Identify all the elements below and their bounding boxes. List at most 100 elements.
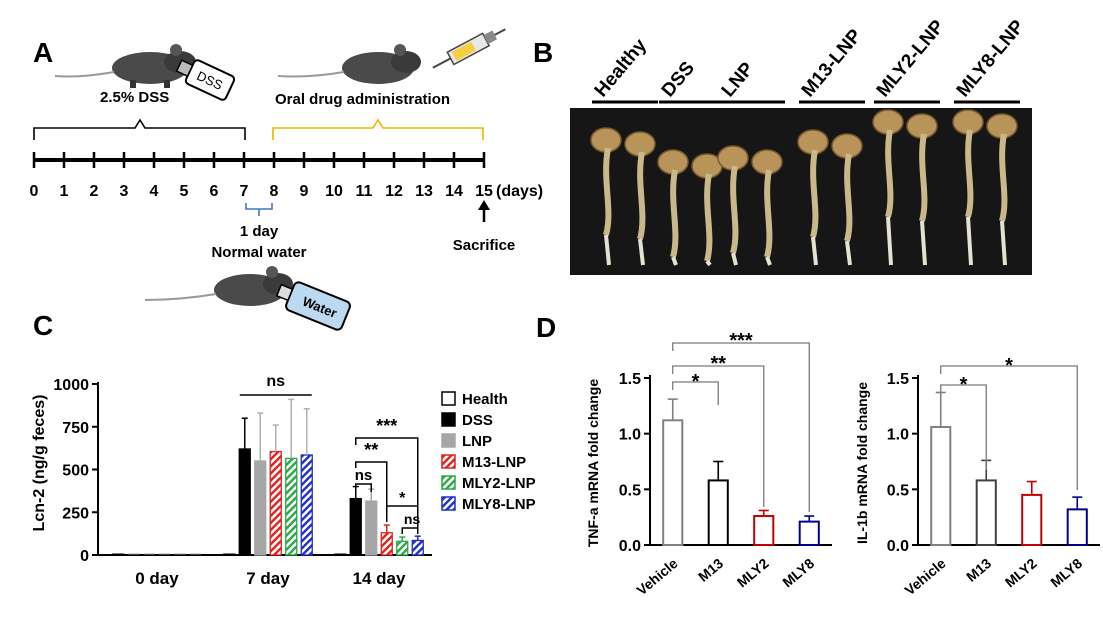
- significance-label: ns: [355, 467, 373, 484]
- significance-label: ***: [376, 416, 397, 436]
- significance-bracket: [355, 461, 388, 522]
- panel-c-letter: C: [33, 310, 53, 341]
- significance-bracket: [386, 505, 419, 512]
- significance-label: ns: [404, 511, 421, 527]
- significance-bracket: [672, 365, 765, 507]
- bar: [300, 454, 313, 556]
- y-tick-label: 1.0: [887, 427, 909, 444]
- x-tick-label: M13: [963, 555, 994, 585]
- significance-label: *: [960, 374, 968, 396]
- bar: [238, 448, 251, 556]
- timeline-day-label: 11: [356, 183, 373, 200]
- legend-label: LNP: [462, 433, 492, 450]
- timeline-day-label: 3: [120, 183, 129, 200]
- water-bottle-icon: Water: [275, 281, 351, 331]
- bar: [798, 520, 820, 546]
- bar: [753, 515, 775, 547]
- x-tick-label: MLY8: [1047, 555, 1085, 591]
- bar: [334, 553, 347, 556]
- significance-label: *: [399, 490, 406, 507]
- colon-tissue: [624, 131, 656, 266]
- drug-label: Oral drug administration: [275, 91, 450, 108]
- y-tick-label: 500: [62, 463, 89, 480]
- panel-b: B Healthy DSS LNP M13-LNP MLY2-LNP MLY8-LNP: [533, 16, 1032, 275]
- timeline-day-label: 7: [240, 183, 249, 200]
- bar: [380, 532, 393, 556]
- y-tick-label: 750: [62, 420, 89, 437]
- significance-bracket: [401, 527, 419, 534]
- bar: [254, 460, 267, 556]
- y-tick-label: 0.5: [887, 482, 909, 499]
- significance-label: **: [364, 440, 378, 460]
- days-unit: (days): [496, 183, 543, 200]
- bar: [662, 419, 684, 547]
- x-tick-label: Vehicle: [633, 555, 680, 598]
- legend-swatch: [441, 433, 456, 448]
- group-label: M13-LNP: [798, 25, 867, 101]
- bar: [269, 450, 282, 556]
- significance-label: *: [1005, 355, 1013, 377]
- timeline-day-label: 14: [445, 183, 463, 200]
- dss-bracket: [33, 118, 246, 140]
- timeline-day-label: 15: [475, 183, 493, 200]
- group-labels: Healthy DSS LNP M13-LNP MLY2-LNP MLY8-LNP: [591, 16, 1029, 101]
- group-label: MLY2-LNP: [873, 16, 949, 101]
- timeline-day-label: 5: [180, 183, 189, 200]
- significance-bracket: [672, 381, 719, 405]
- y-tick-label: 0.5: [619, 482, 641, 499]
- bar: [1066, 508, 1088, 546]
- x-tick-label: Vehicle: [901, 555, 948, 598]
- colon-tissue: [831, 133, 863, 266]
- panel-c: C Lcn-2 (ng/g feces) 0 250 500 750 1000 0 day…: [31, 310, 536, 588]
- panel-a-letter: A: [33, 37, 53, 68]
- x-tick-label: MLY2: [1002, 555, 1040, 591]
- colon-tissue: [797, 129, 829, 266]
- timeline-day-label: 12: [385, 183, 403, 200]
- x-tick-label: 14 day: [353, 569, 406, 588]
- dss-bottle-icon: DSS: [175, 59, 236, 101]
- x-tick-label: 0 day: [135, 569, 179, 588]
- colon-tissue: [906, 113, 938, 266]
- legend-swatch: [441, 412, 456, 427]
- legend-swatch: [441, 454, 456, 469]
- significance-label: **: [710, 353, 726, 375]
- y-tick-label: 1000: [53, 377, 89, 394]
- timeline-day-label: 13: [415, 183, 433, 200]
- significance-label: *: [692, 371, 700, 393]
- legend-label: MLY2-LNP: [462, 475, 536, 492]
- mouse-icon: [54, 44, 196, 88]
- legend-label: Health: [462, 391, 508, 408]
- colon-tissue: [986, 113, 1018, 266]
- timeline-day-label: 4: [150, 183, 159, 200]
- drug-bracket: [272, 118, 484, 140]
- bar: [396, 540, 409, 556]
- syringe-icon: [432, 28, 506, 69]
- timeline-day-label: 8: [270, 183, 279, 200]
- panel-b-letter: B: [533, 37, 553, 68]
- bar: [365, 500, 378, 556]
- y-tick-label: 1.0: [619, 427, 641, 444]
- significance-bracket: [355, 483, 372, 492]
- colon-tissue: [717, 145, 749, 266]
- significance-bracket: [355, 437, 419, 530]
- timeline-ticks: [32, 152, 486, 168]
- x-tick-label: MLY8: [779, 555, 817, 591]
- legend-label: MLY8-LNP: [462, 496, 536, 513]
- y-tick-label: 1.5: [619, 371, 641, 388]
- y-tick-label: 1.5: [887, 371, 909, 388]
- y-tick-label: 0.0: [887, 538, 909, 555]
- significance-bracket: [940, 365, 1078, 490]
- sacrifice-label: Sacrifice: [453, 237, 516, 254]
- significance-label: ***: [729, 330, 753, 352]
- colon-tissue: [590, 127, 622, 266]
- legend-label: DSS: [462, 412, 493, 429]
- legend-swatch: [441, 391, 456, 406]
- panel-a: A DSS 2.5% DSS Oral dr: [30, 28, 543, 331]
- group-label: LNP: [718, 58, 759, 101]
- timeline-labels: 0 1 2 3 4 5 6 7 8 9 10 11 12 13 14 15: [30, 183, 493, 200]
- colon-tissues: [590, 109, 1018, 267]
- x-tick-label: MLY2: [734, 555, 772, 591]
- chart-legend: Health DSS LNP M13-LNP MLY2-LNP MLY8-LNP: [441, 391, 536, 513]
